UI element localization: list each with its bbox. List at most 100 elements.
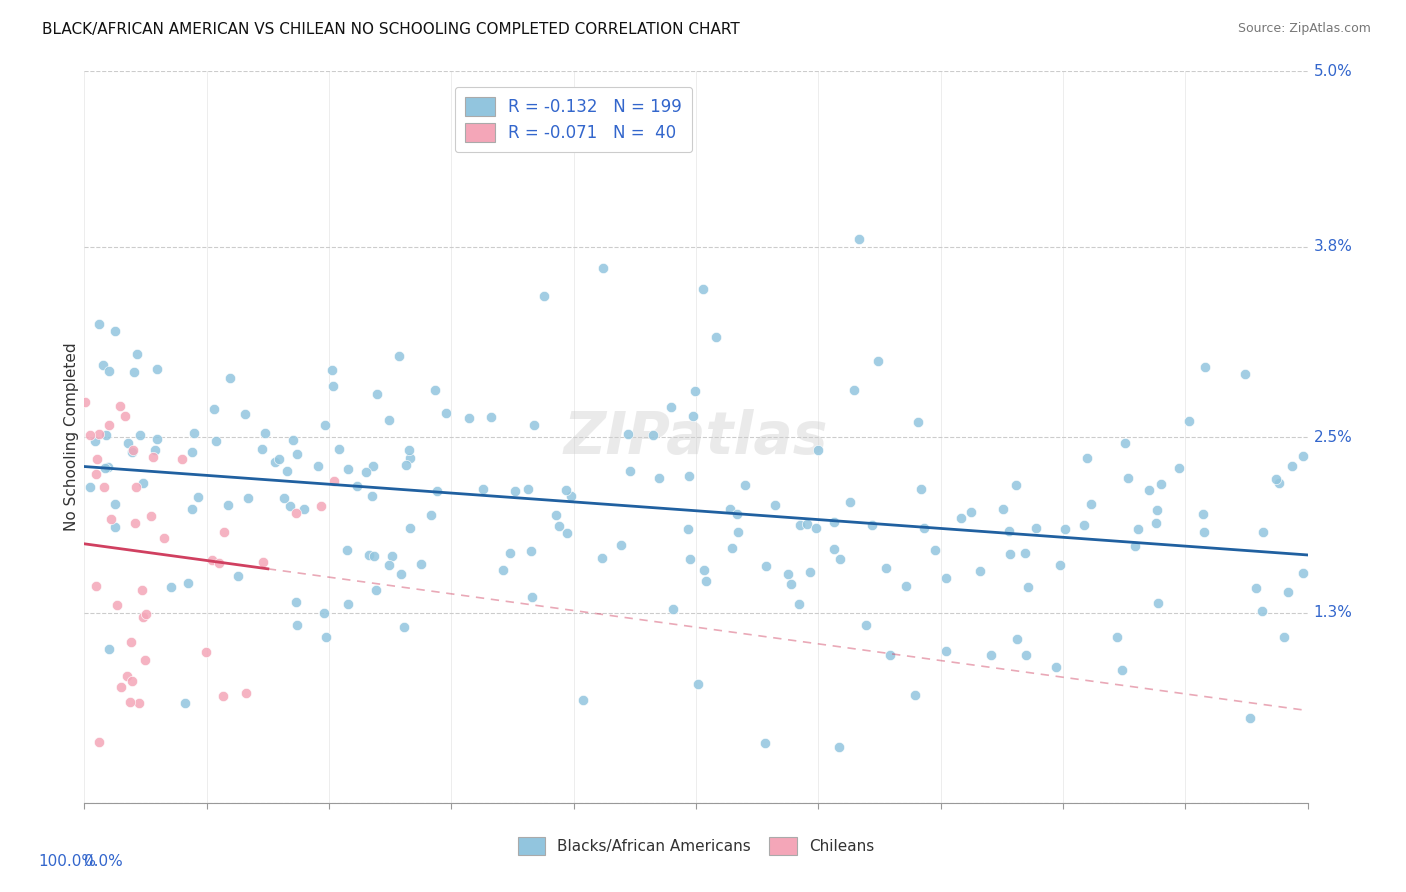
Point bbox=[1123, 539, 1146, 553]
Point bbox=[170, 452, 193, 467]
Point bbox=[960, 505, 983, 519]
Point bbox=[135, 607, 157, 622]
Point bbox=[409, 557, 432, 571]
Point bbox=[950, 511, 973, 525]
Text: ZIPatlas: ZIPatlas bbox=[564, 409, 828, 466]
Point bbox=[780, 577, 803, 591]
Point bbox=[84, 579, 107, 593]
Point bbox=[73, 395, 96, 409]
Point bbox=[337, 597, 360, 611]
Point bbox=[395, 458, 418, 472]
Point bbox=[79, 428, 101, 442]
Point bbox=[87, 318, 110, 332]
Point bbox=[894, 579, 917, 593]
Point bbox=[120, 634, 142, 648]
Point bbox=[592, 550, 614, 565]
Point bbox=[1239, 711, 1261, 725]
Point bbox=[122, 443, 145, 458]
Point bbox=[659, 401, 682, 415]
Point bbox=[91, 358, 114, 372]
Point bbox=[284, 595, 307, 609]
Point bbox=[1015, 648, 1038, 662]
Point bbox=[361, 490, 384, 504]
Point bbox=[458, 410, 481, 425]
Point bbox=[546, 508, 568, 522]
Point bbox=[146, 362, 169, 376]
Point bbox=[285, 447, 308, 461]
Point bbox=[434, 406, 457, 420]
Point bbox=[1049, 558, 1071, 573]
Point bbox=[1191, 507, 1213, 521]
Point bbox=[311, 499, 333, 513]
Point bbox=[471, 482, 494, 496]
Point bbox=[86, 451, 108, 466]
Point bbox=[252, 555, 274, 569]
Point bbox=[97, 459, 120, 474]
Point bbox=[560, 489, 582, 503]
Point bbox=[848, 232, 870, 246]
Point bbox=[426, 483, 449, 498]
Point bbox=[346, 478, 368, 492]
Point bbox=[254, 425, 277, 440]
Point bbox=[682, 409, 704, 424]
Point bbox=[935, 644, 957, 658]
Point bbox=[727, 525, 749, 540]
Point bbox=[1277, 585, 1299, 599]
Point bbox=[93, 461, 115, 475]
Point bbox=[87, 735, 110, 749]
Point bbox=[807, 443, 830, 458]
Point bbox=[110, 680, 132, 694]
Point bbox=[866, 354, 889, 368]
Point bbox=[128, 428, 150, 442]
Point bbox=[226, 569, 249, 583]
Point bbox=[1150, 477, 1173, 491]
Point bbox=[336, 461, 359, 475]
Point bbox=[250, 442, 273, 456]
Point bbox=[122, 365, 145, 379]
Point bbox=[292, 502, 315, 516]
Point bbox=[1053, 522, 1076, 536]
Point bbox=[980, 648, 1002, 663]
Point bbox=[907, 415, 929, 429]
Point bbox=[935, 570, 957, 584]
Point bbox=[734, 477, 756, 491]
Point bbox=[695, 574, 717, 589]
Point bbox=[98, 641, 121, 656]
Point bbox=[281, 433, 304, 447]
Point bbox=[610, 538, 633, 552]
Point bbox=[1105, 630, 1128, 644]
Point bbox=[131, 475, 153, 490]
Point bbox=[187, 490, 209, 504]
Point bbox=[533, 289, 555, 303]
Point bbox=[1292, 449, 1315, 463]
Point bbox=[1144, 516, 1167, 530]
Point bbox=[1000, 547, 1022, 561]
Point bbox=[153, 531, 176, 545]
Point bbox=[391, 567, 413, 582]
Point bbox=[328, 442, 350, 456]
Point bbox=[492, 563, 515, 577]
Point bbox=[336, 542, 359, 557]
Point bbox=[235, 686, 257, 700]
Point bbox=[104, 324, 127, 338]
Point bbox=[828, 740, 851, 755]
Point bbox=[276, 464, 298, 478]
Point bbox=[1178, 415, 1201, 429]
Point bbox=[84, 434, 107, 448]
Point bbox=[517, 483, 540, 497]
Point bbox=[1268, 476, 1291, 491]
Point bbox=[103, 519, 125, 533]
Text: 2.5%: 2.5% bbox=[1313, 430, 1353, 444]
Point bbox=[208, 556, 231, 570]
Point bbox=[789, 518, 811, 533]
Point bbox=[1147, 596, 1170, 610]
Point bbox=[823, 541, 845, 556]
Point bbox=[195, 645, 218, 659]
Point bbox=[499, 546, 522, 560]
Point bbox=[520, 543, 543, 558]
Point bbox=[233, 407, 256, 421]
Point bbox=[87, 427, 110, 442]
Point bbox=[160, 581, 183, 595]
Point bbox=[399, 451, 422, 466]
Point bbox=[366, 387, 388, 401]
